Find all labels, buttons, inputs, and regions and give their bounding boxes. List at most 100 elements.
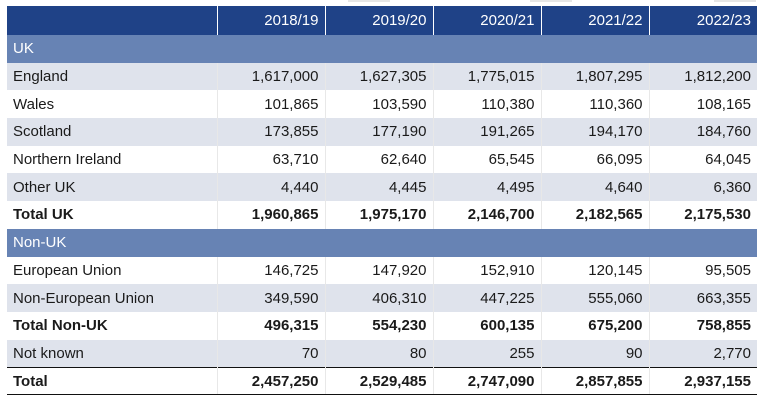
cell-value xyxy=(325,228,433,257)
cell-value: 2,457,250 xyxy=(216,366,325,396)
top-tab-fragment xyxy=(714,0,756,2)
row-label: European Union xyxy=(7,256,217,285)
header-year: 2022/23 xyxy=(648,6,757,35)
cell-value xyxy=(433,35,541,63)
cell-value: 62,640 xyxy=(324,145,433,174)
cell-value: 64,045 xyxy=(648,145,757,174)
cell-value: 663,355 xyxy=(648,284,757,312)
top-tab-fragment xyxy=(348,0,390,2)
cell-value: 555,060 xyxy=(540,284,649,312)
table-row: Northern Ireland 63,710 62,640 65,545 66,095… xyxy=(7,145,757,174)
cell-value: 65,545 xyxy=(432,145,541,174)
cell-value xyxy=(217,228,325,257)
cell-value: 66,095 xyxy=(540,145,649,174)
table-body: UK England 1,617,000 1,627,305 1,775,015 1,80… xyxy=(7,35,757,396)
cell-value: 447,225 xyxy=(432,284,541,312)
header-row: 2018/19 2019/20 2020/21 2021/22 2022/23 xyxy=(7,6,757,35)
row-label: Total xyxy=(7,366,217,396)
cell-value: 110,360 xyxy=(540,90,649,119)
cell-value: 63,710 xyxy=(216,145,325,174)
cell-value: 6,360 xyxy=(648,173,757,202)
table-row: European Union 146,725 147,920 152,910 120,1… xyxy=(7,256,757,285)
section-header-row: Non-UK xyxy=(7,228,757,257)
cell-value: 1,807,295 xyxy=(540,62,649,91)
cell-value: 2,937,155 xyxy=(648,366,757,396)
cell-value xyxy=(649,228,757,257)
top-tab-fragment xyxy=(530,0,572,2)
row-label: Scotland xyxy=(7,118,217,146)
cell-value: 406,310 xyxy=(324,284,433,312)
cell-value: 108,165 xyxy=(648,90,757,119)
cell-value: 147,920 xyxy=(324,256,433,285)
table-row: Not known 70 80 255 90 2,770 xyxy=(7,339,757,368)
row-label: Not known xyxy=(7,339,217,368)
cell-value: 120,145 xyxy=(540,256,649,285)
cell-value: 1,627,305 xyxy=(324,62,433,91)
cell-value: 152,910 xyxy=(432,256,541,285)
row-label: Non-European Union xyxy=(7,284,217,312)
section-header-row: UK xyxy=(7,35,757,63)
row-label: Total UK xyxy=(7,201,217,229)
cell-value: 101,865 xyxy=(216,90,325,119)
table-row: Non-European Union 349,590 406,310 447,225 5… xyxy=(7,284,757,312)
row-label: Total Non-UK xyxy=(7,311,217,340)
table-row: England 1,617,000 1,627,305 1,775,015 1,807,… xyxy=(7,62,757,91)
header-year: 2018/19 xyxy=(216,6,325,35)
cell-value: 95,505 xyxy=(648,256,757,285)
table-row: Wales 101,865 103,590 110,380 110,360 108,165 xyxy=(7,90,757,119)
cell-value: 4,640 xyxy=(540,173,649,202)
header-year: 2021/22 xyxy=(540,6,649,35)
cell-value xyxy=(433,228,541,257)
cell-value: 1,960,865 xyxy=(216,201,325,229)
cell-value: 191,265 xyxy=(432,118,541,146)
cell-value: 103,590 xyxy=(324,90,433,119)
row-label: Northern Ireland xyxy=(7,145,217,174)
cell-value: 4,440 xyxy=(216,173,325,202)
cell-value xyxy=(541,35,649,63)
cell-value xyxy=(541,228,649,257)
cell-value: 1,775,015 xyxy=(432,62,541,91)
cell-value: 177,190 xyxy=(324,118,433,146)
cell-value: 184,760 xyxy=(648,118,757,146)
cell-value: 4,445 xyxy=(324,173,433,202)
cell-value: 90 xyxy=(540,339,649,368)
cell-value: 194,170 xyxy=(540,118,649,146)
cell-value: 146,725 xyxy=(216,256,325,285)
subtotal-row: Total Non-UK 496,315 554,230 600,135 675,200… xyxy=(7,311,757,340)
cell-value: 1,975,170 xyxy=(324,201,433,229)
table-row: Scotland 173,855 177,190 191,265 194,170 184,… xyxy=(7,118,757,146)
row-label: Other UK xyxy=(7,173,217,202)
cell-value: 2,529,485 xyxy=(324,366,433,396)
students-by-domicile-table: 2018/19 2019/20 2020/21 2021/22 2022/23 … xyxy=(7,6,757,396)
cell-value: 110,380 xyxy=(432,90,541,119)
cell-value: 2,146,700 xyxy=(432,201,541,229)
cell-value: 255 xyxy=(432,339,541,368)
cell-value xyxy=(325,35,433,63)
cell-value: 80 xyxy=(324,339,433,368)
cell-value: 758,855 xyxy=(648,311,757,340)
cell-value: 349,590 xyxy=(216,284,325,312)
header-label-column xyxy=(7,6,217,35)
header-year: 2020/21 xyxy=(432,6,541,35)
row-label: Wales xyxy=(7,90,217,119)
grand-total-row: Total 2,457,250 2,529,485 2,747,090 2,857,85… xyxy=(7,366,757,396)
cell-value: 173,855 xyxy=(216,118,325,146)
table-row: Other UK 4,440 4,445 4,495 4,640 6,360 xyxy=(7,173,757,202)
section-label: UK xyxy=(7,35,217,63)
cell-value: 1,812,200 xyxy=(648,62,757,91)
cell-value: 554,230 xyxy=(324,311,433,340)
cell-value xyxy=(649,35,757,63)
cell-value: 2,182,565 xyxy=(540,201,649,229)
cell-value: 1,617,000 xyxy=(216,62,325,91)
header-year: 2019/20 xyxy=(324,6,433,35)
row-label: England xyxy=(7,62,217,91)
top-tab-strip xyxy=(0,0,766,6)
cell-value: 2,175,530 xyxy=(648,201,757,229)
section-label: Non-UK xyxy=(7,228,217,257)
cell-value: 2,770 xyxy=(648,339,757,368)
cell-value: 675,200 xyxy=(540,311,649,340)
subtotal-row: Total UK 1,960,865 1,975,170 2,146,700 2,182… xyxy=(7,201,757,229)
cell-value: 2,747,090 xyxy=(432,366,541,396)
cell-value: 2,857,855 xyxy=(540,366,649,396)
cell-value xyxy=(217,35,325,63)
